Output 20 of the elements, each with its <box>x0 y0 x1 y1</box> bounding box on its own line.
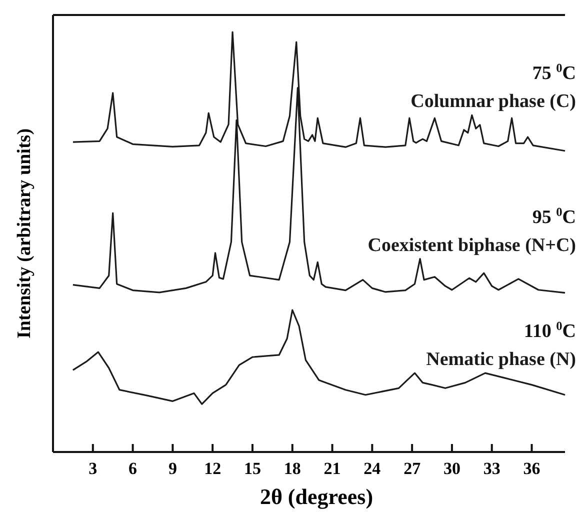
x-tick-label: 15 <box>244 459 261 478</box>
series-label: Nematic phase (N) <box>426 349 576 370</box>
annotation: 95 $^{0}$C <box>532 204 576 228</box>
y-axis-title: Intensity (arbitrary units) <box>14 128 35 339</box>
x-tick-label: 33 <box>483 459 500 478</box>
x-tick-label: 27 <box>404 459 422 478</box>
series-label: Coexistent biphase (N+C) <box>368 234 576 256</box>
x-tick-label: 21 <box>324 459 341 478</box>
x-tick-label: 24 <box>364 459 382 478</box>
x-tick-label: 9 <box>168 459 177 478</box>
x-tick-label: 6 <box>128 459 138 478</box>
series-label: Columnar phase (C) <box>410 91 576 112</box>
x-tick-label: 18 <box>284 459 301 478</box>
x-tick-label: 3 <box>88 459 98 478</box>
annotation: 110 $^{0}$C <box>524 319 576 342</box>
x-tick-label: 30 <box>443 459 460 478</box>
annotation: 75 $^{0}$C <box>532 61 576 84</box>
x-tick-label: 36 <box>523 459 540 478</box>
x-axis-title: 2θ (degrees) <box>260 484 374 509</box>
x-tick-label: 12 <box>204 459 222 478</box>
